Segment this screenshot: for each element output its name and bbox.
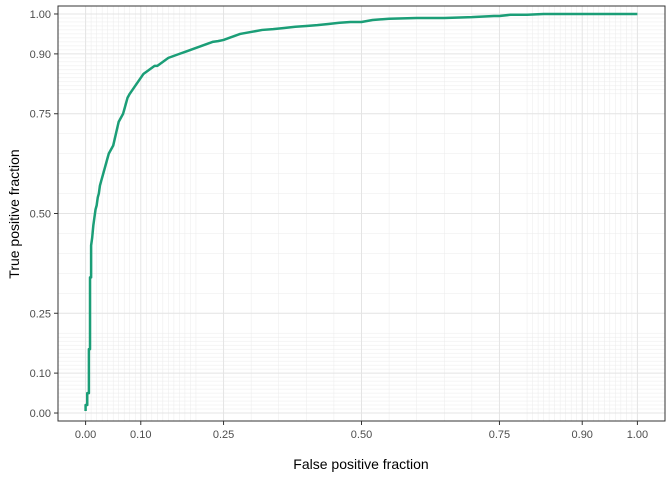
y-axis: 0.00 0.10 0.25 0.50 0.75 0.90 1.00 — [30, 9, 58, 420]
x-tick-label: 0.25 — [213, 429, 234, 441]
x-tick-label: 0.90 — [572, 429, 593, 441]
x-axis: 0.00 0.10 0.25 0.50 0.75 0.90 1.00 — [75, 421, 648, 441]
y-axis-title: True positive fraction — [6, 149, 22, 278]
x-tick-label: 0.75 — [489, 429, 510, 441]
y-tick-label: 0.75 — [30, 109, 51, 121]
y-tick-label: 0.10 — [30, 368, 51, 380]
y-tick-label: 0.90 — [30, 49, 51, 61]
grid — [58, 6, 665, 421]
x-tick-label: 1.00 — [627, 429, 648, 441]
roc-curve-line — [84, 12, 638, 412]
x-tick-label: 0.00 — [75, 429, 96, 441]
y-tick-label: 0.00 — [30, 408, 51, 420]
x-tick-label: 0.10 — [130, 429, 151, 441]
y-tick-label: 0.50 — [30, 209, 51, 221]
x-axis-title: False positive fraction — [293, 456, 428, 472]
roc-curve-layer — [84, 12, 638, 412]
y-tick-label: 1.00 — [30, 9, 51, 21]
x-tick-label: 0.50 — [351, 429, 372, 441]
y-tick-label: 0.25 — [30, 308, 51, 320]
